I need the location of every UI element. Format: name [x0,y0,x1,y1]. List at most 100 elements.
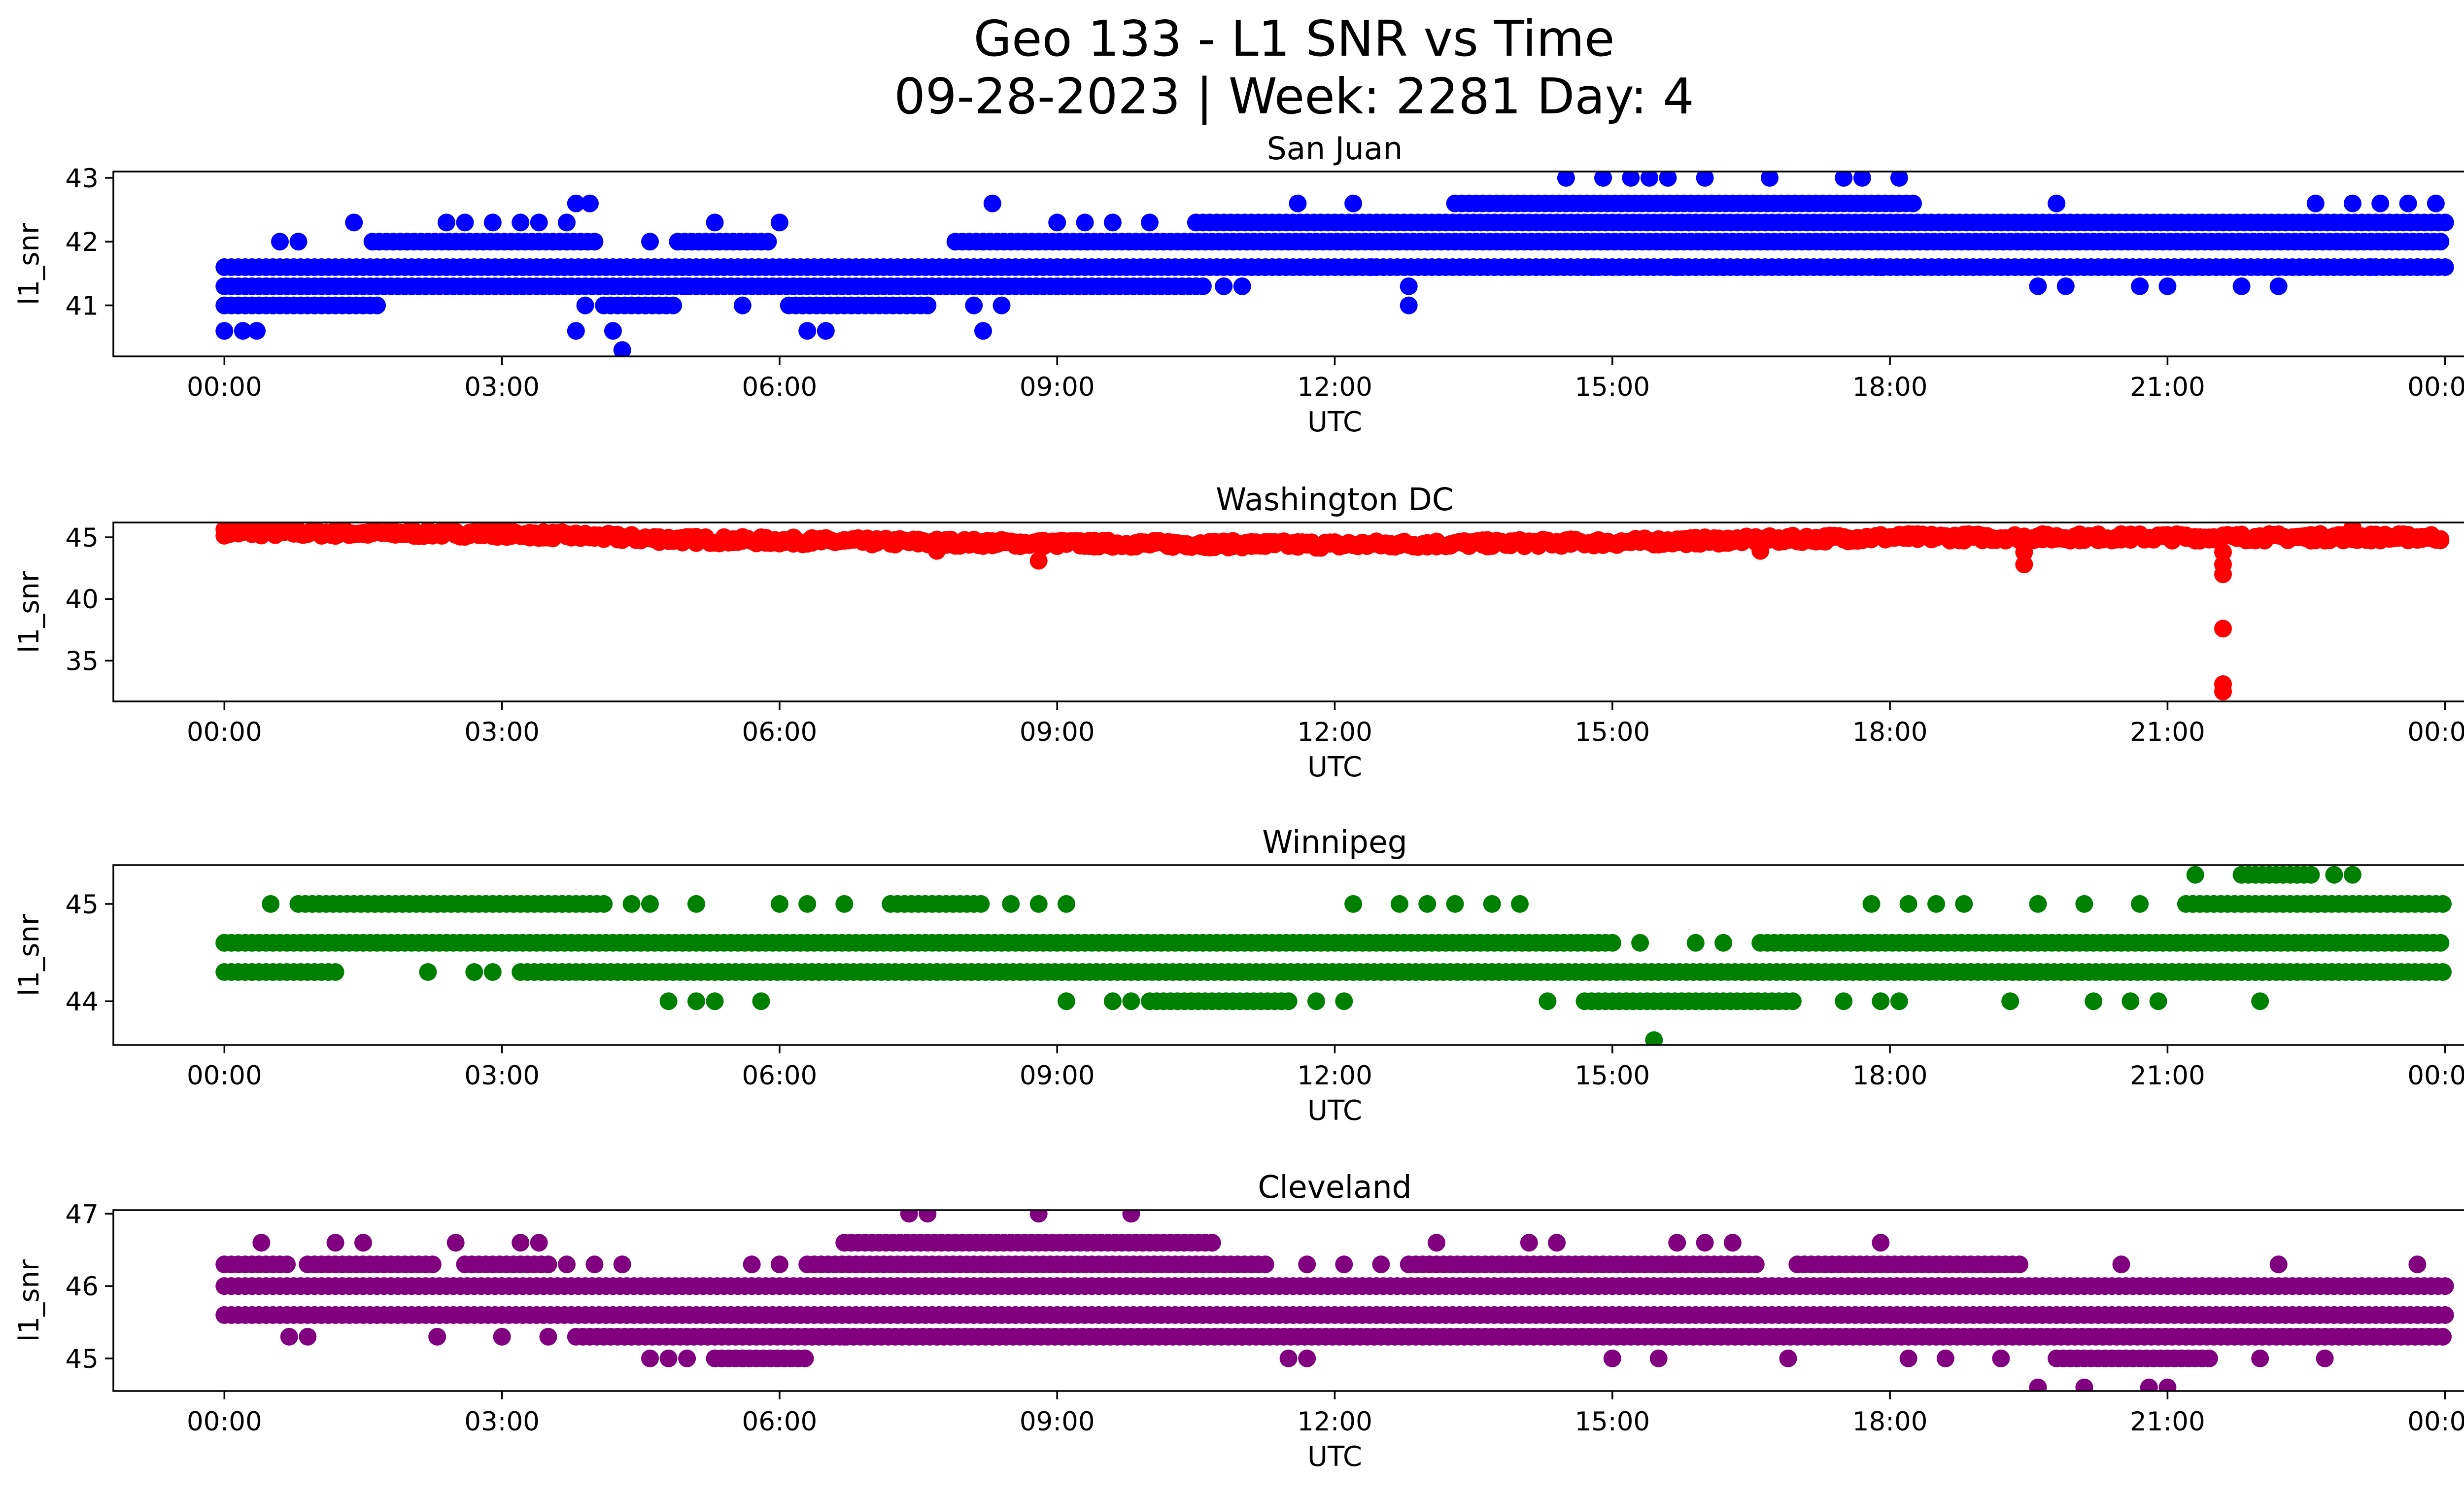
data-point [512,213,530,232]
data-point [1904,194,1922,212]
data-point [1686,934,1705,952]
data-point [1048,213,1066,232]
data-point [1649,1349,1668,1367]
data-point [1289,194,1307,212]
data-point [2343,522,2361,536]
data-point [326,1234,344,1252]
data-point [1233,277,1251,295]
data-point [641,1349,659,1367]
x-axis-label: UTC [1307,751,1362,783]
data-point [2015,556,2033,574]
data-point [234,322,252,340]
x-tick-label: 00:00 [2407,372,2464,402]
data-point [456,213,474,232]
data-point [2029,895,2047,913]
subplot-cleveland: Cleveland 00:00 03:00 06:00 09:00 12:00 15:00 1… [13,1169,2464,1473]
x-tick-label: 21:00 [2130,1061,2205,1091]
data-point [2431,233,2450,251]
subplot-title: San Juan [1267,131,1403,167]
data-point [1187,277,1205,295]
data-point [687,992,705,1010]
data-point [289,233,308,251]
data-point [595,895,613,913]
data-point [1298,1349,1316,1367]
data-point [613,1255,631,1274]
data-point [706,213,724,232]
data-point [798,895,817,913]
data-point [1761,172,1779,187]
subplot-washington-dc: Washington DC 00:00 03:00 06:00 09:00 12:00 15… [13,482,2464,783]
data-point [271,233,289,251]
subplots: San Juan 00:00 03:00 06:00 09:00 12:00 15:00 18… [13,131,2464,1473]
data-point [2251,1349,2269,1367]
data-point [687,895,705,913]
data-point [835,895,854,913]
x-tick-label: 09:00 [1020,1061,1095,1091]
data-point [1029,1210,1048,1223]
data-point [1141,213,1159,232]
subplot-san-juan: San Juan 00:00 03:00 06:00 09:00 12:00 15:00 18… [13,131,2464,438]
data-point [2325,866,2343,884]
data-point [558,1255,576,1274]
data-point [1344,895,1363,913]
x-axis-label: UTC [1307,1095,1362,1127]
data-point [1279,1349,1298,1367]
data-point [1446,895,1464,913]
data-point [2434,963,2452,981]
data-point [1058,992,1075,1010]
data-point [2269,277,2288,295]
data-point [354,1234,372,1252]
data-point [299,1327,317,1346]
data-point [1002,895,1020,913]
data-point [2269,1255,2288,1274]
data-point [2200,1349,2218,1367]
data-point [326,963,344,981]
data-point [659,1349,678,1367]
data-point [1344,194,1363,212]
y-tick-label: 44 [66,987,99,1017]
data-point [1872,1234,1890,1252]
x-tick-label: 21:00 [2130,372,2205,402]
x-axis-label: UTC [1307,406,1362,438]
data-point [1203,1234,1221,1252]
x-tick-label: 15:00 [1574,1407,1650,1437]
data-point [567,194,585,212]
data-point [706,992,724,1010]
data-point [368,296,386,314]
data-point [972,895,990,913]
x-tick-label: 00:00 [187,717,262,747]
data-point [2085,992,2103,1010]
data-point [2075,1378,2093,1391]
data-point [1215,277,1233,295]
subplot-title: Washington DC [1216,482,1454,518]
x-tick-label: 06:00 [742,1061,818,1091]
data-point [1029,552,1048,570]
data-point [2214,543,2232,561]
data-point [2158,1378,2177,1391]
data-point [2056,277,2075,295]
data-point [1862,895,1881,913]
data-point [2427,194,2445,212]
y-axis-label: l1_snr [13,222,45,305]
data-point [752,992,770,1010]
data-point [585,1255,604,1274]
data-point [2048,194,2066,212]
data-point [1714,934,1733,952]
figure-title-line1: Geo 133 - L1 SNR vs Time [974,10,1615,68]
data-point [770,213,788,232]
data-point [919,296,937,314]
data-point [215,934,234,952]
y-axis-label: l1_snr [13,570,45,653]
data-point [345,213,363,232]
data-point [2029,277,2047,295]
data-point [262,895,280,913]
data-point [1400,277,1418,295]
data-point [278,1255,296,1274]
data-point [770,1255,788,1274]
x-tick-label: 09:00 [1020,1407,1095,1437]
data-point [2434,1327,2452,1346]
y-axis-label: l1_snr [13,913,45,996]
x-tick-label: 00:00 [187,1061,262,1091]
data-point [1103,213,1122,232]
data-point [1335,1255,1353,1274]
